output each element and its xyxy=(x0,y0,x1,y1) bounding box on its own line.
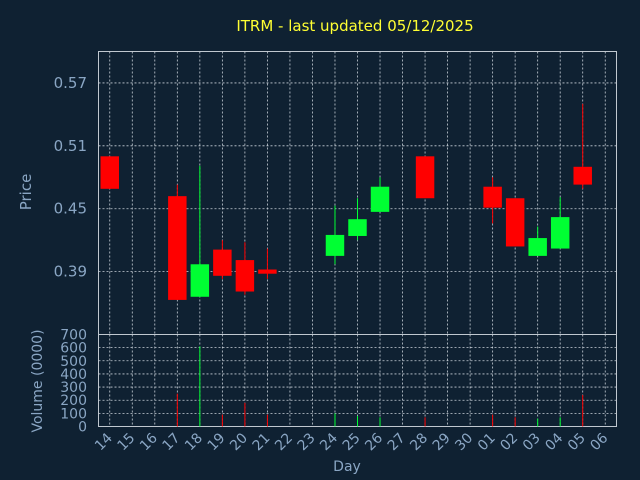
candle-body xyxy=(325,234,345,256)
candle-body xyxy=(258,269,277,274)
x-ticks: 1415161718192021222324252627282930010203… xyxy=(92,430,611,454)
x-tick-label: 17 xyxy=(160,430,184,454)
price-tick-label: 0.45 xyxy=(54,200,87,218)
x-tick-label: 22 xyxy=(272,430,296,454)
volume-tick-label: 200 xyxy=(60,393,87,409)
x-tick-label: 21 xyxy=(250,430,274,454)
volume-tick-label: 300 xyxy=(60,380,87,396)
candles xyxy=(100,103,592,300)
volume-tick-label: 100 xyxy=(60,406,87,422)
chart-title: ITRM - last updated 05/12/2025 xyxy=(236,17,473,35)
x-tick-label: 27 xyxy=(385,430,409,454)
x-tick-label: 18 xyxy=(182,430,206,454)
x-tick-label: 16 xyxy=(137,430,161,454)
volume-bars xyxy=(176,346,584,427)
volume-grid xyxy=(98,334,617,427)
candle-body xyxy=(550,217,570,249)
candle-body xyxy=(100,156,119,189)
candle-body xyxy=(190,264,210,297)
x-tick-label: 06 xyxy=(587,430,611,454)
x-tick-label: 23 xyxy=(295,430,319,454)
candle-body xyxy=(348,219,367,236)
x-tick-label: 28 xyxy=(407,430,431,454)
x-tick-label: 04 xyxy=(542,430,566,454)
candle-body xyxy=(573,166,592,185)
candle-body xyxy=(235,260,255,292)
x-tick-label: 15 xyxy=(114,430,138,454)
x-tick-label: 26 xyxy=(362,430,386,454)
x-tick-label: 01 xyxy=(475,430,499,454)
candle-body xyxy=(415,156,435,199)
price-axis-label: Price xyxy=(17,174,35,211)
candle-body xyxy=(168,196,187,300)
price-tick-label: 0.51 xyxy=(54,137,87,155)
candle-body xyxy=(528,238,547,256)
x-tick-label: 24 xyxy=(317,430,341,454)
x-tick-label: 19 xyxy=(205,430,229,454)
candle-body xyxy=(483,186,502,208)
volume-tick-label: 0 xyxy=(78,420,87,436)
candle-body xyxy=(370,186,390,212)
volume-tick-label: 400 xyxy=(60,367,87,383)
x-tick-label: 30 xyxy=(452,430,476,454)
x-tick-label: 29 xyxy=(430,430,454,454)
x-tick-label: 05 xyxy=(565,430,589,454)
x-tick-label: 14 xyxy=(92,430,116,454)
price-tick-label: 0.39 xyxy=(54,263,87,281)
volume-axis-label: Volume (0000) xyxy=(30,329,46,432)
x-tick-label: 03 xyxy=(520,430,544,454)
price-y-ticks: 0.57 0.51 0.45 0.39 xyxy=(54,74,87,281)
price-panel: 0.57 0.51 0.45 0.39 Price xyxy=(17,51,617,335)
x-tick-label: 20 xyxy=(227,430,251,454)
x-tick-label: 02 xyxy=(497,430,521,454)
volume-tick-label: 600 xyxy=(60,341,87,357)
x-axis-label: Day xyxy=(333,459,361,475)
volume-tick-label: 700 xyxy=(60,328,87,344)
candle-body xyxy=(213,249,232,276)
volume-tick-label: 500 xyxy=(60,354,87,370)
candle-body xyxy=(505,198,525,247)
price-tick-label: 0.57 xyxy=(54,74,87,92)
x-tick-label: 25 xyxy=(340,430,364,454)
